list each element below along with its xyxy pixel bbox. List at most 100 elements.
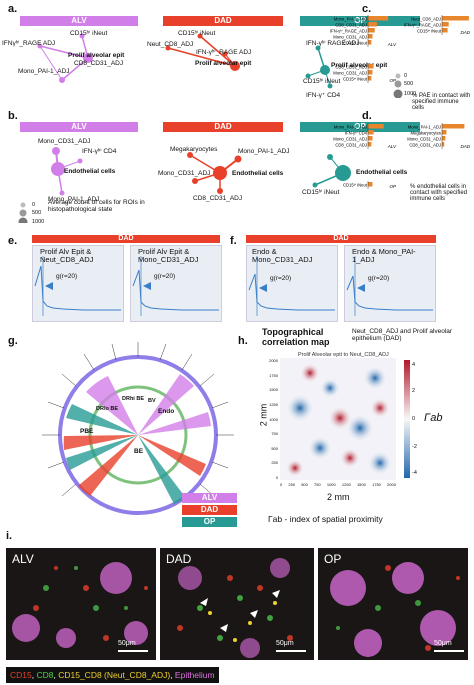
g-label-drhi: DRhi BE (122, 396, 144, 402)
legend-circle-1000 (393, 89, 403, 98)
bar (442, 130, 447, 135)
bar-label: CD8_CD31_ADJ (335, 23, 367, 28)
panel-a-networks (37, 33, 240, 83)
i-scale-alv: 50μm (118, 640, 136, 647)
panel-f-header: DAD (246, 235, 436, 243)
legend-b-caption: Average count of cells for ROIs in histo… (48, 199, 145, 213)
panel-b-op-header: OP (300, 122, 420, 132)
bar (368, 142, 372, 147)
g-label-endo: Endo (158, 408, 175, 415)
alv-label-rage: IFNγʰⁱ_RAGE ADJ (2, 40, 56, 47)
dad-label-rage: IFN-γʰⁱ_RAGE ADJ (196, 49, 252, 56)
i-label-dad: DAD (166, 552, 192, 566)
h-heatmap (280, 358, 396, 480)
g-label-bv: BV (148, 398, 156, 404)
op-label-prolif: Prolif alveolar epit (331, 62, 388, 69)
i-scalebar-alv (118, 650, 148, 652)
bar-label: CD8_CD31_ADJ (409, 143, 441, 148)
panel-c-charts: Mono_PAI-1_ADJCD8_CD31_ADJIFN-γʰⁱ_RAGE_A… (330, 15, 471, 83)
alv-label-mono: Mono_PAI-1_ADJ (18, 68, 70, 75)
legend-a-500: 500 (404, 81, 414, 87)
panel-i-letter: i. (6, 530, 13, 542)
i-label-alv: ALV (12, 552, 34, 566)
i-image-dad (160, 548, 314, 660)
panel-a-alv-header: ALV (20, 16, 138, 26)
panel-b-alv-header: ALV (20, 122, 138, 132)
h-xlabel: 2 mm (327, 492, 350, 502)
bar-tag: ALV (387, 144, 397, 149)
bar-label: CD8_CD31_ADJ (335, 65, 367, 70)
h-cb-tick-1: 2 (412, 388, 416, 394)
legend-b-1000: 1000 (32, 219, 45, 225)
panel-g-chord (42, 342, 234, 515)
i-legend-cd15: CD15 (10, 670, 32, 680)
panel-e-header: DAD (32, 235, 220, 243)
f-annot-1: g(r=20) (270, 275, 292, 282)
bar-label: IFN-γʰⁱ CD4 (345, 130, 368, 136)
panel-c-caption: % PAE in contact with specified immune c… (412, 93, 471, 111)
h-y-ticks: 2000 1750 1500 1250 1000 750 500 250 0 (269, 358, 278, 480)
panel-g-letter: g. (8, 335, 18, 347)
legend-a-1000: 1000 (404, 91, 417, 97)
g-label-pbe: PBE (80, 428, 94, 435)
h-cb-tick-0: 4 (412, 362, 416, 368)
b-alv-mono-cd31: Mono_CD31_ADJ (38, 138, 91, 145)
alv-node-prolif (83, 53, 93, 63)
d-op-bars: CD15ʰⁱ iNeut OP (343, 181, 396, 189)
bar-tag: OP (389, 184, 396, 189)
panel-c-letter: c. (362, 3, 372, 15)
i-image-alv (6, 548, 156, 660)
alv-node-ineut (79, 33, 85, 39)
bar-tag: ALV (387, 42, 397, 47)
op-label-rage: IFN-γʰⁱ RAGE ADJ (306, 40, 360, 47)
dad-label-prolif: Prolif alveolar epit (195, 60, 252, 67)
panel-d-letter: d. (362, 110, 372, 122)
panel-h-letter: h. (238, 335, 248, 347)
f-title-2: Endo & Mono_PAI-1_ADJ (352, 247, 416, 264)
alv-label-prolif: Prolif alveolar epit (68, 52, 125, 59)
panel-b-letter: b. (8, 110, 18, 122)
i-label-op: OP (324, 552, 342, 566)
e-plot-1 (32, 245, 124, 322)
e-title-1: Prolif Alv Epit & Neut_CD8_ADJ (40, 247, 94, 264)
i-legend: CD15, CD8, CD15_CD8 (Neut_CD8_ADJ), Epit… (6, 667, 219, 683)
b-dad-endo: Endothelial cells (232, 170, 284, 177)
bar-label: Mono_CD31_ADJ (333, 71, 367, 76)
i-scale-dad: 50μm (276, 640, 294, 647)
g-label-drlo: DRlo BE (96, 406, 118, 412)
bar-label: Neut_CD8_ADJ (411, 17, 441, 22)
bar (368, 182, 373, 187)
panel-b-dad-header: DAD (163, 122, 283, 132)
bar (442, 124, 465, 129)
panel-a-letter: a. (8, 3, 18, 15)
e-annot-1: g(r=20) (56, 273, 78, 280)
c-alv-bars: Mono_PAI-1_ADJCD8_CD31_ADJIFN-γʰⁱ_RAGE_A… (330, 15, 397, 47)
f-plot-1 (246, 245, 338, 322)
bar-label: CD15ʰⁱ iNeut (343, 40, 368, 46)
bar (368, 70, 373, 75)
b-dad-mono-pai: Mono_PAI-1_ADJ (238, 148, 290, 155)
b-alv-endo: Endothelial cells (64, 168, 116, 175)
i-legend-epit: Epithelium (174, 670, 215, 680)
bar-label: CD8_CD31_ADJ (335, 143, 367, 148)
bar (368, 16, 389, 21)
g-legend-op: OP (182, 517, 237, 527)
i-legend-cd15cd8: CD15_CD8 (Neut_CD8_ADJ) (58, 670, 171, 680)
bar (442, 136, 446, 141)
bar (368, 34, 373, 39)
legend-circle-0 (395, 73, 401, 79)
alv-label-ineut: CD15ʰⁱ iNeut (70, 30, 108, 37)
bar-label: Mono_CD31_ADJ (407, 137, 441, 142)
bar (368, 76, 372, 81)
bar (368, 64, 374, 69)
bar (442, 142, 445, 147)
bar-label: Megakaryocytes (411, 131, 442, 136)
i-op-texture (330, 562, 460, 657)
h-colorbar (404, 360, 410, 478)
h-footnote: Γab - index of spatial proximity (268, 514, 383, 524)
i-alv-texture (12, 562, 148, 648)
f-annot-2: g(r=20) (368, 275, 390, 282)
